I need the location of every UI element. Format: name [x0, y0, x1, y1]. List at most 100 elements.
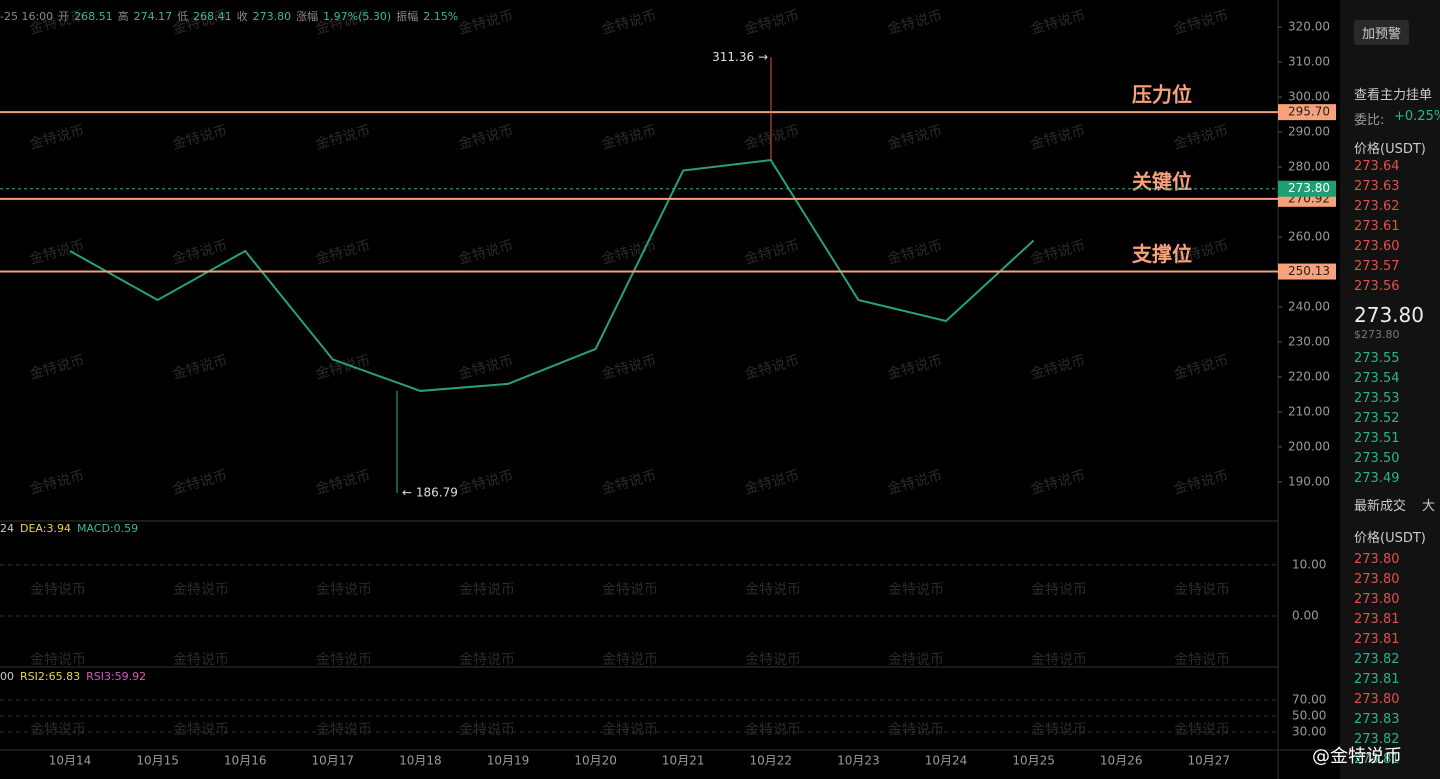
watermark: 金特说币: [1174, 722, 1230, 738]
price-row: 273.57: [1354, 259, 1400, 274]
y-tick-label: 0.00: [1292, 608, 1319, 622]
x-tick-label: 10月18: [399, 754, 442, 768]
watermark: 金特说币: [888, 722, 944, 738]
rsi-header: RSI3:59.92: [86, 670, 146, 683]
watermark: 金特说币: [602, 722, 658, 738]
watermark: 金特说币: [745, 582, 801, 598]
high-label: 311.36 →: [712, 50, 768, 64]
x-tick-label: 10月20: [574, 754, 617, 768]
price-row: 273.81: [1354, 612, 1400, 627]
y-tick-label: 230.00: [1288, 334, 1330, 348]
background: [0, 0, 1340, 779]
x-tick-label: 10月15: [136, 754, 179, 768]
watermark: 金特说币: [745, 652, 801, 668]
last-price-label: 273.80: [1288, 181, 1330, 195]
price-row: 273.56: [1354, 279, 1400, 294]
price-row: 273.50: [1354, 451, 1400, 466]
header-item: 振幅: [396, 9, 418, 23]
watermark: 金特说币: [30, 652, 86, 668]
y-tick-label: 50.00: [1292, 709, 1326, 723]
header-item: 高: [118, 9, 129, 23]
price-row: 273.52: [1354, 411, 1400, 426]
header-item: 274.17: [134, 10, 173, 23]
price-row: 273.49: [1354, 471, 1400, 486]
last-usd: $273.80: [1354, 328, 1400, 341]
trades-head: 价格(USDT): [1354, 531, 1426, 546]
y-tick-label: 320.00: [1288, 20, 1330, 34]
y-tick-label: 240.00: [1288, 299, 1330, 313]
last-price: 273.80: [1354, 303, 1424, 327]
y-tick-label: 290.00: [1288, 125, 1330, 139]
header-item: 收: [237, 9, 248, 23]
price-line: [69, 158, 1035, 392]
price-row: 273.51: [1354, 431, 1400, 446]
macd-header: 24: [0, 522, 14, 535]
x-tick-label: 10月23: [837, 754, 880, 768]
x-tick-label: 10月24: [925, 754, 968, 768]
x-tick-label: 10月19: [487, 754, 530, 768]
price-row: 273.53: [1354, 391, 1400, 406]
y-tick-label: 10.00: [1292, 557, 1326, 571]
y-tick-label: 220.00: [1288, 369, 1330, 383]
chart: 金特说币 金特说币 金特说币 金特说币 金特说币 金特说币 金特说币 金特说币 金特说币金特说币…: [0, 0, 1340, 779]
watermark: 金特说币: [316, 722, 372, 738]
watermark: 金特说币: [1174, 582, 1230, 598]
low-label: ← 186.79: [402, 486, 458, 500]
header-item: 273.80: [253, 10, 292, 23]
watermark: 金特说币: [316, 652, 372, 668]
watermark: 金特说币: [1174, 652, 1230, 668]
level-tag: [1278, 263, 1336, 280]
watermark: 金特说币: [30, 582, 86, 598]
price-row: 273.80: [1354, 572, 1400, 587]
trades-tab[interactable]: 大: [1422, 499, 1436, 514]
y-tick-label: 190.00: [1288, 474, 1330, 488]
level-name: 关键位: [1132, 169, 1192, 193]
price-row: 273.60: [1354, 239, 1400, 254]
watermark: 金特说币: [316, 582, 372, 598]
price-row: 273.81: [1354, 752, 1400, 767]
x-tick-label: 10月22: [750, 754, 793, 768]
watermark: 金特说币: [173, 582, 229, 598]
y-tick-label: 280.00: [1288, 160, 1330, 174]
price-row: 273.80: [1354, 552, 1400, 567]
ratio: +0.25%: [1394, 109, 1440, 124]
header-item: -25 16:00: [0, 10, 53, 23]
x-tick-label: 10月14: [49, 754, 92, 768]
macd-header: DEA:3.94: [20, 522, 71, 535]
price-row: 273.80: [1354, 592, 1400, 607]
trades-title[interactable]: 最新成交: [1354, 499, 1407, 514]
x-tick-label: 10月17: [312, 754, 355, 768]
y-tick-label: 70.00: [1292, 693, 1326, 707]
watermark: 金特说币: [602, 582, 658, 598]
watermark: 金特说币: [888, 652, 944, 668]
x-tick-label: 10月25: [1012, 754, 1055, 768]
header-item: 涨幅: [296, 10, 318, 23]
watermark: 金特说币: [173, 722, 229, 738]
watermark: 金特说币: [459, 652, 515, 668]
x-tick-label: 10月16: [224, 754, 267, 768]
price-row: 273.61: [1354, 219, 1400, 234]
main-orders[interactable]: 查看主力挂单: [1354, 88, 1433, 103]
alert-button[interactable]: 加预警: [1354, 20, 1410, 45]
header-item: 1.97%(5.30): [323, 10, 391, 23]
watermark: 金特说币: [602, 652, 658, 668]
watermark: 金特说币: [30, 722, 86, 738]
header-item: 2.15%: [423, 10, 458, 23]
order-panel: 加预警 查看主力挂单 委比: +0.25% 价格(USDT) 273.80 $2…: [1340, 0, 1440, 779]
level-name: 支撑位: [1132, 242, 1192, 266]
y-tick-label: 300.00: [1288, 90, 1330, 104]
level-name: 压力位: [1132, 83, 1192, 107]
price-head: 价格(USDT): [1354, 142, 1426, 157]
ratio-label: 委比:: [1354, 113, 1385, 128]
price-row: 273.82: [1354, 732, 1400, 747]
header-item: 开: [58, 10, 69, 23]
price-row: 273.80: [1354, 692, 1400, 707]
rsi-header: RSI2:65.83: [20, 670, 80, 683]
watermark: 金特说币: [459, 582, 515, 598]
y-tick-label: 30.00: [1292, 725, 1326, 739]
rsi-header: 00: [0, 670, 14, 683]
watermark: 金特说币: [1031, 582, 1087, 598]
y-tick-label: 260.00: [1288, 230, 1330, 244]
watermark: 金特说币: [1031, 722, 1087, 738]
